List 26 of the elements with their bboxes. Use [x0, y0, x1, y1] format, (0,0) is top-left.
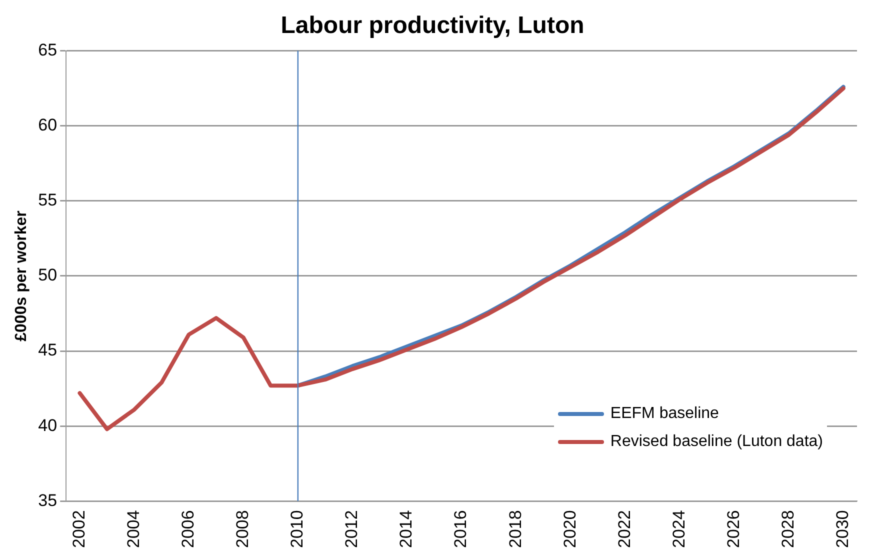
y-tick-label: 45	[38, 340, 58, 360]
x-tick-label: 2012	[342, 510, 362, 548]
x-tick-label: 2022	[614, 510, 634, 548]
x-tick-label: 2014	[396, 510, 416, 548]
x-tick-label: 2028	[778, 510, 798, 548]
x-tick-label: 2018	[506, 510, 525, 548]
y-tick-label: 50	[38, 266, 58, 285]
x-tick-label: 2016	[451, 510, 470, 548]
y-tick-label: 60	[38, 116, 58, 135]
x-tick-label: 2026	[724, 510, 743, 548]
x-tick-label: 2024	[669, 510, 688, 548]
y-tick-label: 65	[38, 40, 58, 60]
y-axis-title: £000s per worker	[13, 210, 30, 342]
y-tick-label: 40	[38, 416, 58, 435]
x-tick-label: 2004	[124, 510, 143, 548]
x-tick-label: 2020	[560, 510, 580, 548]
legend-label: EEFM baseline	[610, 405, 719, 423]
y-tick-label: 35	[38, 490, 58, 510]
legend-label: Revised baseline (Luton data)	[610, 433, 823, 451]
y-tick-label: 55	[38, 190, 58, 210]
x-tick-label: 2002	[69, 510, 88, 548]
chart-title: Labour productivity, Luton	[280, 12, 584, 40]
x-tick-label: 2006	[178, 510, 198, 548]
x-tick-label: 2030	[833, 510, 852, 548]
x-tick-label: 2008	[233, 510, 252, 548]
x-tick-label: 2010	[288, 510, 307, 548]
